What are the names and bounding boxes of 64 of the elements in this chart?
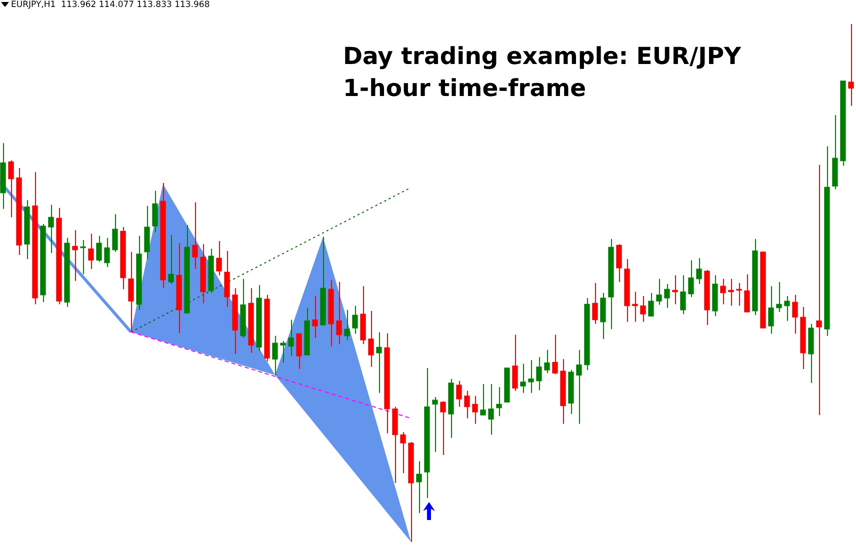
candlestick [280,340,286,364]
candlestick [472,395,478,424]
candlestick [688,260,694,298]
candlestick [640,295,646,322]
candlestick [528,360,534,394]
candlestick [104,237,110,268]
candlestick [520,363,526,394]
candlestick [776,281,782,313]
candlestick [536,356,542,391]
candlestick [512,334,518,392]
candlestick [336,281,342,345]
candlestick [784,295,790,322]
candlestick [480,384,486,416]
candlestick [72,230,78,282]
candlestick [296,332,302,370]
candlestick [696,258,702,285]
candlestick [400,432,406,474]
candlestick [112,214,118,252]
candlestick [376,332,382,394]
candlestick [672,274,678,305]
candlestick [592,282,598,324]
candlestick [720,278,726,305]
candlestick [744,274,750,313]
candlestick [80,240,86,275]
candlestick [352,305,358,334]
candlestick [96,235,102,262]
candlestick [192,202,198,270]
candlestick [816,164,822,416]
candlestick [792,294,798,334]
candlestick [168,234,174,285]
candlestick [440,400,446,456]
text: Day trading example: EUR/JPY [343,41,742,71]
candlestick [488,384,494,436]
candlestick [552,334,558,375]
candlestick [544,349,550,374]
candlestick [312,295,318,338]
candlestick [368,310,374,368]
candlestick [616,244,622,282]
candlestick [648,292,654,317]
candlestick [464,390,470,419]
text: EURJPY,H1 113.962 114.077 113.833 113.968 [11,0,210,11]
candlestick [48,204,54,254]
candlestick [664,284,670,308]
candlestick [736,282,742,306]
candlestick [8,160,14,218]
text: 1-hour time-frame [343,73,586,103]
candlestick [680,274,686,315]
candlestick [288,319,294,357]
candlestick [728,278,734,306]
candlestick [496,386,502,417]
candlestick [632,291,638,322]
candlestick [656,278,662,306]
candlestick [456,380,462,408]
candlestick [128,251,134,332]
candlestick [848,24,854,106]
candlestick [576,349,582,424]
candlestick [344,309,350,340]
candlestick [768,286,774,334]
candlestick [432,396,438,452]
candlestick [152,190,158,233]
candlestick [272,335,278,376]
candlestick [416,460,422,514]
candlestick [216,240,222,276]
candlestick [88,233,94,270]
